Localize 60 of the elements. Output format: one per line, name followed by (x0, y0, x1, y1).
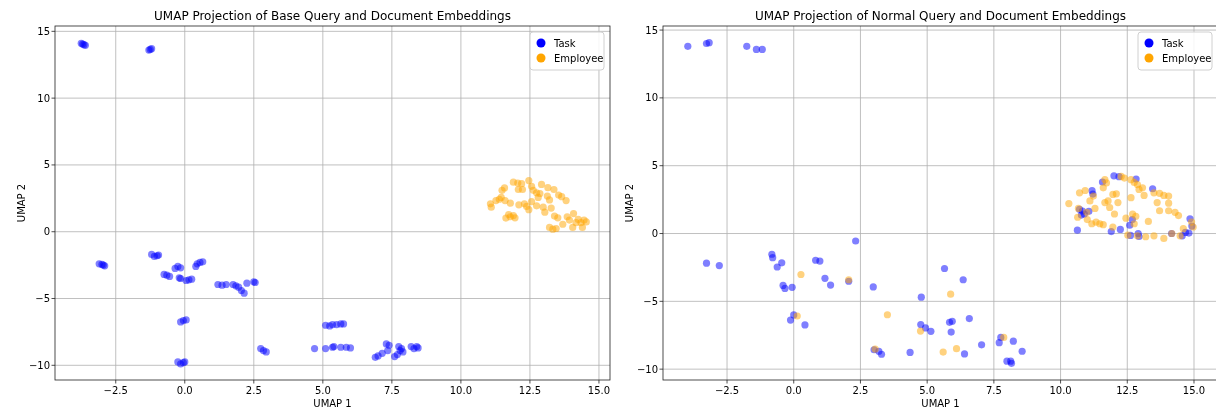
x-tick-label: 7.5 (985, 385, 1002, 396)
y-tick-label: −5 (643, 295, 658, 307)
x-tick-label: 10.0 (1049, 385, 1072, 396)
point (559, 220, 567, 228)
x-tick-label: −2.5 (103, 385, 128, 396)
x-tick-label: 7.5 (383, 385, 400, 396)
y-tick-label: −10 (636, 363, 658, 375)
y-tick-label: 5 (651, 160, 658, 172)
legend-label: Employee (1162, 52, 1212, 64)
x-axis-title: UMAP 1 (313, 398, 352, 409)
x-tick-label: 12.5 (518, 385, 542, 396)
point (545, 196, 554, 204)
legend-label: Employee (554, 52, 604, 64)
x-tick-label: 2.5 (852, 385, 869, 396)
x-tick-label: 5.0 (919, 385, 936, 396)
legend-label: Task (553, 37, 576, 49)
point (569, 223, 577, 232)
x-tick-label: −2.5 (714, 385, 740, 396)
point (527, 197, 536, 206)
y-axis-title: UMAP 2 (16, 183, 27, 223)
point (525, 176, 533, 185)
point (569, 209, 578, 218)
y-tick-label: −5 (35, 293, 50, 305)
x-tick-label: 10.0 (449, 385, 473, 396)
x-axis-title: UMAP 1 (921, 398, 960, 409)
x-tick-label: 12.5 (1116, 385, 1139, 396)
y-tick-label: 15 (645, 24, 658, 36)
point (525, 206, 533, 214)
x-tick-label: 5.0 (314, 385, 331, 396)
point (550, 185, 558, 194)
y-axis-title: UMAP 2 (624, 183, 635, 223)
y-tick-label: 0 (651, 228, 658, 240)
point (547, 204, 555, 212)
y-tick-label: −10 (28, 359, 50, 371)
point (532, 202, 541, 210)
point (534, 193, 542, 201)
x-tick-label: 2.5 (245, 385, 262, 396)
point (578, 223, 586, 232)
legend-label: Task (1161, 37, 1184, 49)
chart-title: UMAP Projection of Base Query and Document Embeddings (154, 9, 511, 23)
y-tick-label: 10 (645, 92, 658, 104)
chart-title: UMAP Projection of Normal Query and Document Embeddings (754, 9, 1127, 23)
point (554, 214, 562, 222)
point (518, 180, 526, 188)
y-tick-label: 5 (43, 159, 50, 171)
x-tick-label: 0.0 (785, 385, 802, 396)
point (537, 180, 546, 189)
point (501, 197, 509, 205)
point (506, 199, 514, 207)
x-tick-label: 15.0 (1182, 385, 1206, 396)
point (544, 184, 552, 192)
point (518, 185, 527, 194)
point (515, 201, 523, 209)
x-tick-label: 0.0 (176, 385, 193, 396)
y-tick-label: 15 (37, 25, 50, 37)
y-tick-label: 10 (37, 92, 50, 104)
point (541, 208, 549, 216)
point (562, 197, 570, 205)
y-tick-label: 0 (43, 226, 50, 238)
x-tick-label: 15.0 (587, 385, 611, 396)
